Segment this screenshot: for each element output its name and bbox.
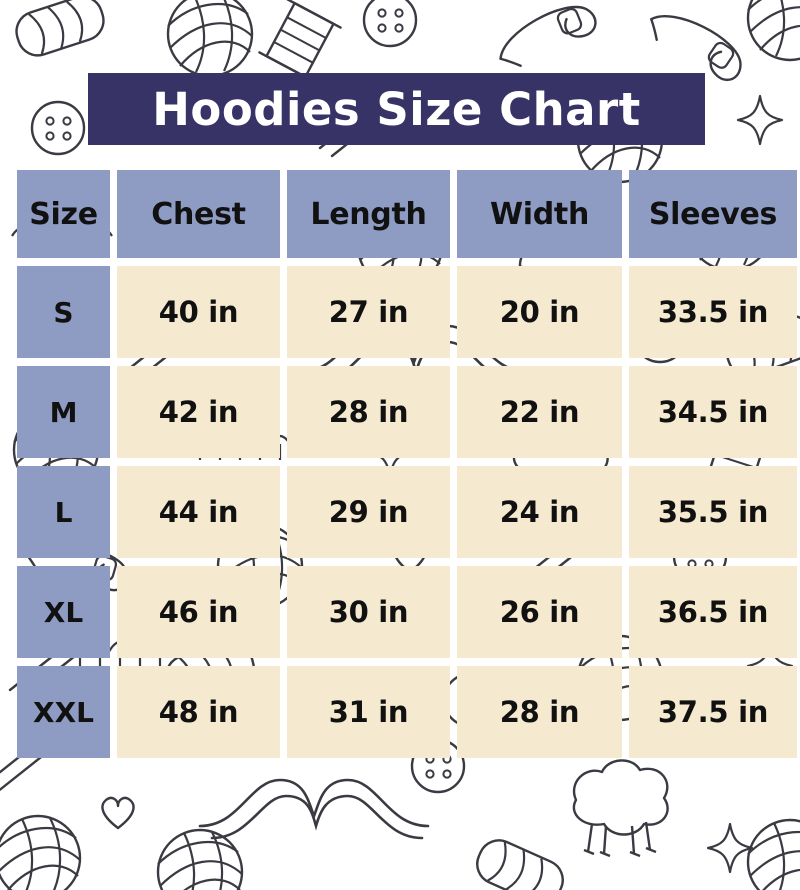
column-header-length: Length [287, 170, 450, 258]
column-header-chest: Chest [117, 170, 280, 258]
column-header-size: Size [17, 170, 110, 258]
cell-length: 27 in [287, 266, 450, 358]
cell-chest: 42 in [117, 366, 280, 458]
cell-width: 26 in [457, 566, 622, 658]
cell-size: L [17, 466, 110, 558]
cell-chest: 44 in [117, 466, 280, 558]
table-row: L 44 in 29 in 24 in 35.5 in [17, 466, 797, 558]
cell-size: M [17, 366, 110, 458]
cell-sleeves: 34.5 in [629, 366, 797, 458]
table-row: S 40 in 27 in 20 in 33.5 in [17, 266, 797, 358]
table-row: XXL 48 in 31 in 28 in 37.5 in [17, 666, 797, 758]
column-header-sleeves: Sleeves [629, 170, 797, 258]
cell-size: XXL [17, 666, 110, 758]
cell-sleeves: 37.5 in [629, 666, 797, 758]
cell-chest: 48 in [117, 666, 280, 758]
cell-length: 28 in [287, 366, 450, 458]
column-header-width: Width [457, 170, 622, 258]
cell-length: 31 in [287, 666, 450, 758]
table-row: XL 46 in 30 in 26 in 36.5 in [17, 566, 797, 658]
cell-sleeves: 35.5 in [629, 466, 797, 558]
table-row: M 42 in 28 in 22 in 34.5 in [17, 366, 797, 458]
cell-chest: 40 in [117, 266, 280, 358]
cell-size: S [17, 266, 110, 358]
cell-width: 28 in [457, 666, 622, 758]
cell-length: 30 in [287, 566, 450, 658]
cell-length: 29 in [287, 466, 450, 558]
cell-chest: 46 in [117, 566, 280, 658]
size-chart-table: Size Chest Length Width Sleeves S 40 in … [10, 162, 800, 766]
table-header-row: Size Chest Length Width Sleeves [17, 170, 797, 258]
cell-width: 22 in [457, 366, 622, 458]
page-title: Hoodies Size Chart [152, 82, 641, 136]
cell-width: 24 in [457, 466, 622, 558]
cell-sleeves: 33.5 in [629, 266, 797, 358]
cell-size: XL [17, 566, 110, 658]
cell-width: 20 in [457, 266, 622, 358]
title-banner: Hoodies Size Chart [88, 73, 705, 145]
cell-sleeves: 36.5 in [629, 566, 797, 658]
